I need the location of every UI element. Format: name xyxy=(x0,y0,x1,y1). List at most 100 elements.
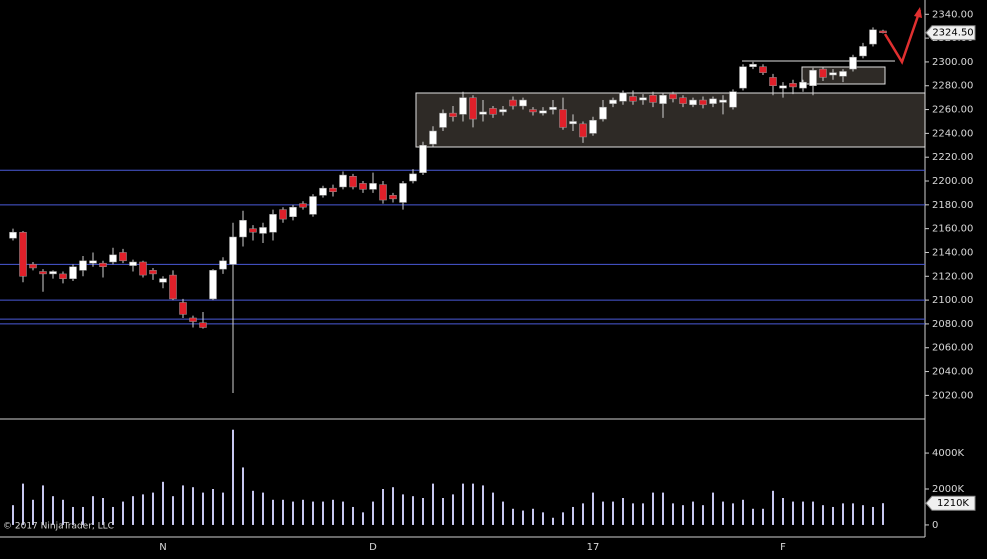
candle-body xyxy=(449,112,457,117)
range-box xyxy=(415,92,926,148)
candle-body xyxy=(109,254,117,263)
candle-body xyxy=(679,97,687,104)
candle-body xyxy=(719,99,727,103)
y-tick-label: 2000K xyxy=(932,484,964,495)
candle-body xyxy=(609,99,617,104)
candle-body xyxy=(529,109,537,113)
y-tick-label: 2080.00 xyxy=(932,319,973,330)
candle-body xyxy=(59,273,67,279)
candle-body xyxy=(639,97,647,101)
candle-body xyxy=(479,111,487,115)
candle-body xyxy=(19,231,27,277)
candle-body xyxy=(589,120,597,134)
y-tick-label: 4000K xyxy=(932,448,964,459)
y-tick-label: 2220.00 xyxy=(932,152,973,163)
candle-body xyxy=(879,30,887,33)
candle-body xyxy=(699,99,707,106)
candle-body xyxy=(439,112,447,128)
candle-body xyxy=(309,196,317,215)
candle-body xyxy=(229,236,237,265)
candle-body xyxy=(469,97,477,120)
y-tick-label: 0 xyxy=(932,520,938,531)
candle-body xyxy=(49,271,57,275)
candle-body xyxy=(9,231,17,239)
y-tick-label: 2260.00 xyxy=(932,105,973,116)
candle-body xyxy=(509,99,517,107)
candle-body xyxy=(179,302,187,315)
candle-body xyxy=(769,77,777,86)
candle-body xyxy=(159,278,167,283)
candle-body xyxy=(329,187,337,192)
candle-body xyxy=(849,56,857,70)
candle-body xyxy=(839,71,847,77)
candle-body xyxy=(249,228,257,233)
candle-body xyxy=(289,206,297,217)
plot xyxy=(0,27,926,525)
candle-body xyxy=(629,96,637,102)
candle-body xyxy=(279,209,287,220)
candle-body xyxy=(819,68,827,78)
candle-body xyxy=(569,121,577,125)
candle-body xyxy=(199,322,207,328)
candle-body xyxy=(399,183,407,203)
candle-body xyxy=(549,106,557,110)
candle-body xyxy=(489,108,497,115)
y-tick-label: 2280.00 xyxy=(932,81,973,92)
candle-body xyxy=(259,227,267,234)
copyright: © 2017 NinjaTrader, LLC xyxy=(3,522,114,532)
y-tick-label: 2060.00 xyxy=(932,343,973,354)
candle-body xyxy=(859,46,867,57)
candle-body xyxy=(269,214,277,233)
candle-body xyxy=(369,183,377,190)
y-tick-label: 2160.00 xyxy=(932,224,973,235)
candle-body xyxy=(669,93,677,100)
candle-body xyxy=(539,110,547,114)
y-tick-label: 2120.00 xyxy=(932,271,973,282)
last-value-label: 1210K xyxy=(937,498,969,509)
y-tick-label: 2020.00 xyxy=(932,390,973,401)
candle-body xyxy=(559,109,567,128)
last-value-tag xyxy=(925,25,976,41)
candle-body xyxy=(599,106,607,120)
candle-body xyxy=(709,98,717,104)
candle-body xyxy=(379,184,387,201)
candle-body xyxy=(809,70,817,86)
candle-body xyxy=(499,109,507,113)
candle-body xyxy=(189,317,197,322)
last-value-label: 2324.50 xyxy=(932,28,973,39)
candle-body xyxy=(429,130,437,145)
y-tick-label: 2040.00 xyxy=(932,367,973,378)
candle-body xyxy=(139,261,147,276)
x-tick-label: F xyxy=(780,542,786,553)
x-tick-label: 17 xyxy=(587,542,600,553)
candle-body xyxy=(319,187,327,196)
candle-body xyxy=(459,97,467,115)
arrow-head xyxy=(914,7,922,18)
candle-body xyxy=(829,72,837,76)
y-tick-label: 2140.00 xyxy=(932,247,973,258)
candle-body xyxy=(349,176,357,188)
candle-body xyxy=(149,270,157,275)
candle-body xyxy=(579,123,587,138)
y-tick-label: 2300.00 xyxy=(932,57,973,68)
candle-body xyxy=(759,66,767,73)
candle-body xyxy=(779,85,787,89)
candle-body xyxy=(419,145,427,173)
candle-body xyxy=(869,29,877,45)
candle-body xyxy=(729,91,737,108)
candle-body xyxy=(519,99,527,107)
candle-body xyxy=(89,260,97,264)
candle-body xyxy=(29,264,37,269)
candle-body xyxy=(359,183,367,190)
candle-body xyxy=(409,173,417,182)
candle-body xyxy=(219,260,227,270)
candle-body xyxy=(689,99,697,106)
candle-body xyxy=(339,174,347,188)
candle-body xyxy=(749,64,757,67)
candle-body xyxy=(129,261,137,266)
candle-body xyxy=(169,274,177,300)
y-tick-label: 2240.00 xyxy=(932,128,973,139)
candle-body xyxy=(79,260,87,271)
y-tick-label: 2180.00 xyxy=(932,200,973,211)
